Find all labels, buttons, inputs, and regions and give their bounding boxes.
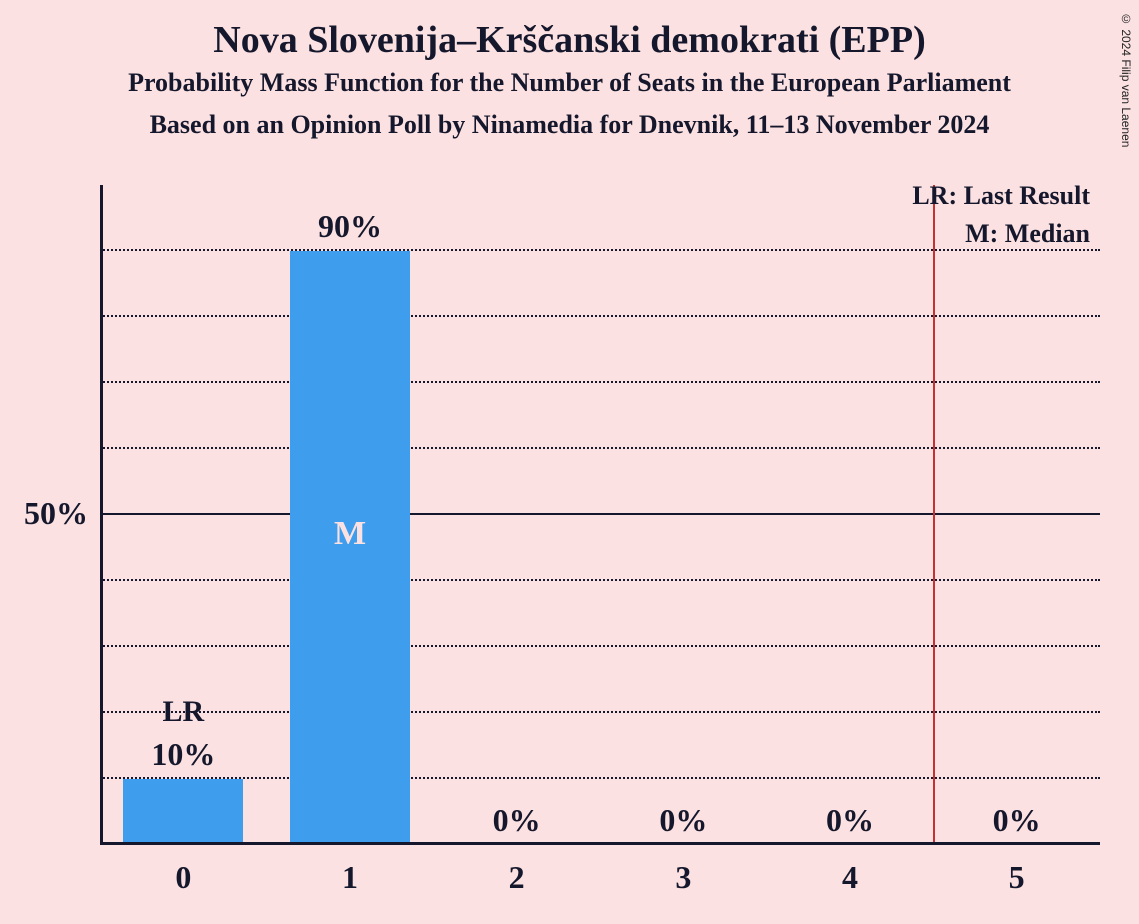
bar-value-label: 10% [100, 736, 267, 773]
x-tick-label: 0 [100, 859, 267, 896]
gridline [100, 447, 1100, 449]
chart-title: Nova Slovenija–Krščanski demokrati (EPP) [0, 18, 1139, 62]
chart-canvas: © 2024 Filip van Laenen Nova Slovenija–K… [0, 0, 1139, 924]
gridline [100, 381, 1100, 383]
gridline [100, 579, 1100, 581]
last-result-line [933, 185, 935, 845]
gridline [100, 645, 1100, 647]
legend-last-result: LR: Last Result [912, 181, 1090, 211]
gridline [100, 249, 1100, 251]
x-tick-label: 5 [933, 859, 1100, 896]
bar-value-label: 0% [600, 802, 767, 839]
bar-value-label: 0% [767, 802, 934, 839]
x-axis [100, 842, 1100, 845]
x-tick-label: 3 [600, 859, 767, 896]
x-tick-label: 1 [267, 859, 434, 896]
last-result-marker: LR [100, 695, 267, 729]
gridline [100, 777, 1100, 779]
gridline [100, 513, 1100, 515]
gridline [100, 315, 1100, 317]
bar-value-label: 0% [433, 802, 600, 839]
bar-value-label: 0% [933, 802, 1100, 839]
legend-median: M: Median [965, 219, 1090, 249]
y-axis [100, 185, 103, 845]
median-marker: M [290, 515, 410, 553]
chart-subtitle-1: Probability Mass Function for the Number… [0, 68, 1139, 98]
x-tick-label: 2 [433, 859, 600, 896]
bar [123, 779, 243, 845]
chart-subtitle-2: Based on an Opinion Poll by Ninamedia fo… [0, 110, 1139, 140]
plot-area: 10%LR90%M0%0%0%0% [100, 185, 1100, 845]
bar-value-label: 90% [267, 208, 434, 245]
x-tick-label: 4 [767, 859, 934, 896]
y-axis-label: 50% [0, 495, 88, 532]
